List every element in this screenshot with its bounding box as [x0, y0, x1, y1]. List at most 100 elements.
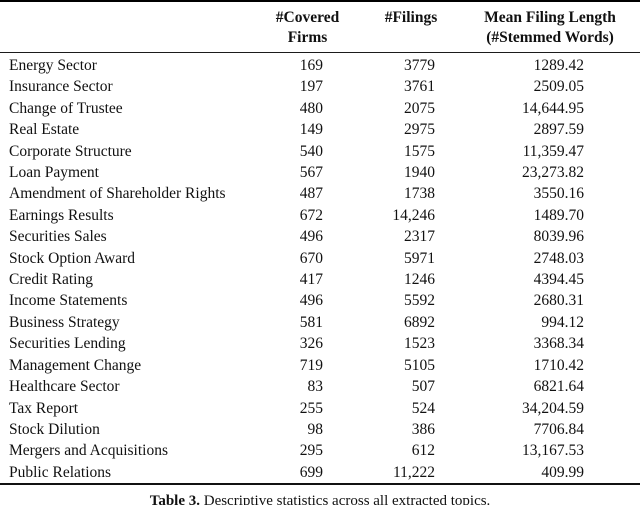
covered-firms-cell: 670 [299, 249, 323, 267]
covered-firms-cell: 83 [307, 378, 324, 396]
mean-filing-length-cell: 6821.64 [533, 378, 584, 396]
mean-filing-length-cell: 2509.05 [533, 78, 584, 96]
mean-filing-length-cell: 23,273.82 [522, 164, 584, 182]
header-covered-firms: #Covered Firms [250, 1, 345, 53]
filings-cell: 3761 [404, 78, 435, 96]
filings-cell: 2317 [404, 228, 435, 246]
table-row: Real Estate 149 2975 2897.59 [0, 119, 640, 140]
table-row: Stock Dilution 98 386 7706.84 [0, 419, 640, 440]
covered-firms-cell: 98 [307, 420, 324, 438]
mean-filing-length-cell: 8039.96 [533, 228, 584, 246]
topic-cell: Management Change [9, 356, 142, 374]
filings-cell: 2075 [404, 99, 435, 117]
table-row: Energy Sector 169 3779 1289.42 [0, 53, 640, 77]
caption-text: Descriptive statistics across all extrac… [203, 493, 491, 505]
covered-firms-cell: 326 [299, 335, 323, 353]
covered-firms-cell: 487 [299, 185, 323, 203]
filings-cell: 507 [411, 378, 435, 396]
table-row: Amendment of Shareholder Rights 487 1738 35… [0, 183, 640, 204]
mean-filing-length-cell: 3550.16 [533, 185, 584, 203]
topic-cell: Amendment of Shareholder Rights [9, 185, 226, 203]
table-row: Income Statements 496 5592 2680.31 [0, 290, 640, 311]
topic-cell: Healthcare Sector [9, 378, 120, 396]
mean-filing-length-cell: 14,644.95 [522, 99, 584, 117]
table-row: Management Change 719 5105 1710.42 [0, 355, 640, 376]
header-row: #Covered Firms #Filings Mean Filing Leng… [0, 1, 640, 53]
mean-filing-length-cell: 2748.03 [533, 249, 584, 267]
covered-firms-cell: 581 [299, 313, 323, 331]
covered-firms-cell: 197 [299, 78, 323, 96]
mean-filing-length-cell: 1289.42 [533, 57, 584, 74]
table-row: Stock Option Award 670 5971 2748.03 [0, 248, 640, 269]
topic-cell: Energy Sector [9, 57, 97, 74]
filings-cell: 612 [411, 442, 435, 460]
table-header: #Covered Firms #Filings Mean Filing Leng… [0, 1, 640, 53]
topic-cell: Public Relations [9, 463, 112, 481]
filings-cell: 3779 [404, 57, 435, 74]
covered-firms-cell: 295 [299, 442, 323, 460]
table-row: Corporate Structure 540 1575 11,359.47 [0, 141, 640, 162]
mean-filing-length-cell: 4394.45 [533, 271, 584, 289]
caption-label: Table 3. [149, 493, 200, 505]
covered-firms-cell: 255 [299, 399, 323, 417]
mean-filing-length-cell: 2680.31 [533, 292, 584, 310]
topic-cell: Mergers and Acquisitions [9, 442, 169, 460]
header-line: #Covered [275, 9, 340, 26]
filings-cell: 524 [411, 399, 435, 417]
header-filings: #Filings [345, 1, 465, 53]
filings-cell: 1246 [404, 271, 435, 289]
mean-filing-length-cell: 11,359.47 [522, 142, 584, 160]
table-row: Change of Trustee 480 2075 14,644.95 [0, 98, 640, 119]
topic-cell: Income Statements [9, 292, 128, 310]
covered-firms-cell: 719 [299, 356, 323, 374]
topic-cell: Corporate Structure [9, 142, 132, 160]
filings-cell: 5105 [404, 356, 435, 374]
table-row: Securities Lending 326 1523 3368.34 [0, 333, 640, 354]
header-line: Firms [287, 29, 328, 46]
header-mean-filing-length: Mean Filing Length (#Stemmed Words) [465, 1, 640, 53]
filings-cell: 1575 [404, 142, 435, 160]
covered-firms-cell: 496 [299, 292, 323, 310]
filings-cell: 5592 [404, 292, 435, 310]
table-body: Energy Sector 169 3779 1289.42 Insurance Sec… [0, 53, 640, 485]
table-row: Business Strategy 581 6892 994.12 [0, 312, 640, 333]
mean-filing-length-cell: 1710.42 [533, 356, 584, 374]
covered-firms-cell: 567 [299, 164, 323, 182]
mean-filing-length-cell: 34,204.59 [522, 399, 584, 417]
table-row: Public Relations 699 11,222 409.99 [0, 462, 640, 484]
header-line: #Filings [384, 9, 438, 26]
mean-filing-length-cell: 409.99 [541, 463, 584, 481]
mean-filing-length-cell: 1489.70 [533, 206, 584, 224]
covered-firms-cell: 169 [299, 57, 323, 74]
covered-firms-cell: 699 [299, 463, 323, 481]
covered-firms-cell: 496 [299, 228, 323, 246]
mean-filing-length-cell: 13,167.53 [522, 442, 584, 460]
filings-cell: 386 [411, 420, 435, 438]
table-row: Credit Rating 417 1246 4394.45 [0, 269, 640, 290]
topic-cell: Loan Payment [9, 164, 99, 182]
topic-cell: Credit Rating [9, 271, 93, 289]
topic-cell: Business Strategy [9, 313, 120, 331]
filings-cell: 5971 [404, 249, 435, 267]
filings-cell: 11,222 [392, 463, 435, 481]
covered-firms-cell: 149 [299, 121, 323, 139]
topic-cell: Earnings Results [9, 206, 114, 224]
covered-firms-cell: 417 [299, 271, 323, 289]
topic-cell: Change of Trustee [9, 99, 123, 117]
filings-cell: 1940 [404, 164, 435, 182]
filings-cell: 2975 [404, 121, 435, 139]
filings-cell: 1523 [404, 335, 435, 353]
covered-firms-cell: 540 [299, 142, 323, 160]
mean-filing-length-cell: 2897.59 [533, 121, 584, 139]
topic-cell: Securities Sales [9, 228, 107, 246]
table-row: Loan Payment 567 1940 23,273.82 [0, 162, 640, 183]
table-row: Tax Report 255 524 34,204.59 [0, 398, 640, 419]
mean-filing-length-cell: 7706.84 [533, 420, 584, 438]
covered-firms-cell: 672 [299, 206, 323, 224]
table-row: Healthcare Sector 83 507 6821.64 [0, 376, 640, 397]
table-row: Mergers and Acquisitions 295 612 13,167.53 [0, 440, 640, 461]
filings-cell: 14,246 [392, 206, 435, 224]
topic-cell: Tax Report [9, 399, 79, 417]
covered-firms-cell: 480 [299, 99, 323, 117]
